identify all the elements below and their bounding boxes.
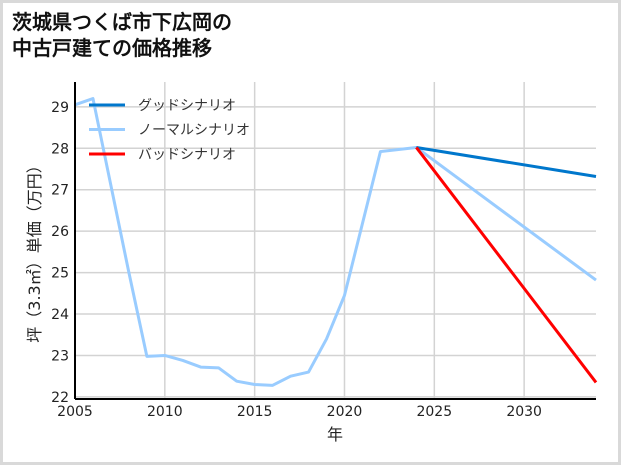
series-line-0	[416, 145, 597, 178]
y-tick-label: 28	[51, 141, 69, 157]
x-tick-label: 2015	[237, 404, 273, 420]
y-tick-label: 25	[51, 266, 69, 282]
x-tick-label: 2005	[57, 404, 93, 420]
y-tick-label: 24	[51, 307, 69, 323]
x-tick-label: 2020	[327, 404, 363, 420]
y-tick-label: 27	[51, 183, 69, 199]
series-line-2	[415, 146, 598, 384]
legend-label: グッドシナリオ	[138, 98, 236, 114]
legend-label: ノーマルシナリオ	[138, 123, 250, 139]
y-tick-label: 23	[51, 348, 69, 364]
x-tick-label: 2025	[416, 404, 452, 420]
x-tick-label: 2010	[147, 404, 183, 420]
x-axis-label: 年	[327, 425, 343, 444]
series-lines	[74, 97, 598, 387]
y-tick-label: 22	[51, 390, 69, 406]
axes	[74, 82, 596, 400]
chart-title-line-1: 茨城県つくば市下広岡の	[12, 10, 232, 34]
series-line-1	[74, 97, 597, 387]
y-axis-label: 坪（3.3㎡）単価（万円）	[25, 157, 44, 342]
x-tick-label: 2030	[506, 404, 542, 420]
y-tick-label: 26	[51, 224, 69, 240]
y-tick-label: 29	[51, 100, 69, 116]
legend-label: バッドシナリオ	[138, 147, 236, 163]
tick-labels: 2005 2010 2015 2020 2025 2030 22 23 24 25 26 27 28 29	[51, 100, 542, 420]
chart-title-line-2: 中古戸建ての価格推移	[12, 36, 212, 60]
